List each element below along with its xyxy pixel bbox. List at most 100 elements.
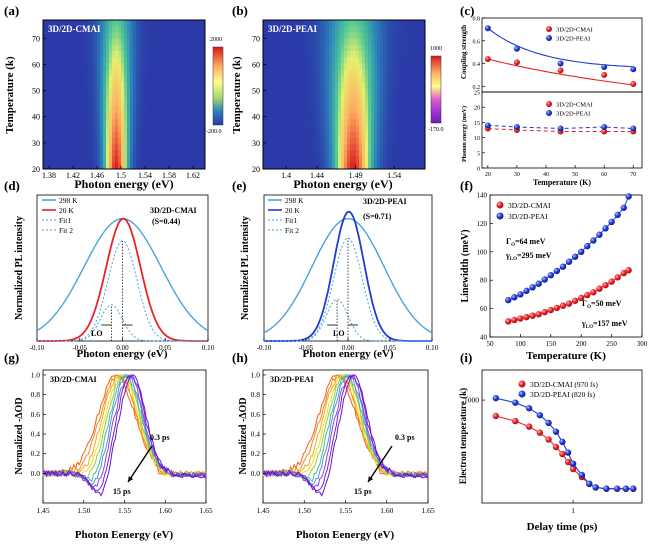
heatmap-cell <box>407 88 411 95</box>
panel-i-frame <box>481 369 643 504</box>
heatmap-cell <box>350 38 354 46</box>
heatmap-cell <box>64 75 68 83</box>
heatmap-cell <box>392 162 396 170</box>
heatmap-cell <box>124 57 128 64</box>
heatmap-cell <box>166 88 170 95</box>
heatmap-cell <box>73 26 77 33</box>
heatmap-cell <box>82 144 86 151</box>
heatmap-cell <box>133 100 137 108</box>
heatmap-cell <box>136 32 140 40</box>
heatmap-cell <box>193 26 197 33</box>
heatmap-cell <box>79 119 83 126</box>
heatmap-cell <box>263 57 267 64</box>
heatmap-cell <box>199 38 203 46</box>
heatmap-cell <box>356 88 360 95</box>
heatmap-cell <box>88 137 92 145</box>
heatmap-cell <box>124 144 128 151</box>
heatmap-cell <box>374 119 378 126</box>
heatmap-cell <box>157 113 161 120</box>
heatmap-cell <box>157 44 161 52</box>
heatmap-cell <box>181 106 185 114</box>
heatmap-cell <box>365 82 369 89</box>
heatmap-cell <box>407 156 411 164</box>
heatmap-cell <box>172 94 176 102</box>
heatmap-cell <box>97 150 101 157</box>
heatmap-cell <box>148 69 152 77</box>
heatmap-cell <box>344 106 348 114</box>
heatmap-cell <box>55 88 59 95</box>
heatmap-cell <box>290 26 294 33</box>
y-tick-label: 0.0 <box>251 469 261 478</box>
heatmap-cell <box>278 20 282 27</box>
heatmap-cell <box>193 75 197 83</box>
heatmap-cell <box>76 44 80 52</box>
heatmap-cell <box>419 75 423 83</box>
heatmap-cell <box>67 20 71 27</box>
heatmap-cell <box>70 38 74 46</box>
heatmap-cell <box>374 162 378 170</box>
heatmap-cell <box>46 113 50 120</box>
heatmap-cell <box>85 63 89 71</box>
heatmap-cell <box>371 125 375 133</box>
heatmap-cell <box>395 106 399 114</box>
heatmap-cell <box>341 113 345 120</box>
heatmap-cell <box>70 63 74 71</box>
heatmap-cell <box>121 119 125 126</box>
heatmap-cell <box>305 38 309 46</box>
heatmap-cell <box>296 162 300 170</box>
heatmap-cell <box>422 137 426 145</box>
heatmap-cell <box>332 131 336 139</box>
heatmap-cell <box>67 69 71 77</box>
heatmap-cell <box>91 69 95 77</box>
heatmap-cell <box>154 38 158 46</box>
heatmap-cell <box>46 162 50 170</box>
heatmap-cell <box>389 162 393 170</box>
heatmap-cell <box>88 125 92 133</box>
heatmap-cell <box>389 119 393 126</box>
heatmap-cell <box>109 82 113 89</box>
heatmap-cell <box>281 131 285 139</box>
heatmap-cell <box>299 88 303 95</box>
heatmap-cell <box>413 20 417 27</box>
heatmap-cell <box>136 20 140 27</box>
heatmap-cell <box>287 144 291 151</box>
y-tick-label: 15 <box>474 121 480 127</box>
heatmap-cell <box>284 26 288 33</box>
heatmap-cell <box>350 113 354 120</box>
heatmap-cell <box>323 20 327 27</box>
heatmap-cell <box>314 88 318 95</box>
heatmap-cell <box>49 125 53 133</box>
heatmap-cell <box>269 57 273 64</box>
heatmap-cell <box>169 131 173 139</box>
heatmap-cell <box>181 94 185 102</box>
heatmap-cell <box>118 32 122 40</box>
heatmap-cell <box>157 131 161 139</box>
heatmap-cell <box>67 150 71 157</box>
heatmap-cell <box>85 137 89 145</box>
heatmap-cell <box>97 20 101 27</box>
heatmap-cell <box>380 94 384 102</box>
heatmap-cell <box>100 131 104 139</box>
heatmap-cell <box>82 150 86 157</box>
heatmap-cell <box>115 32 119 40</box>
heatmap-cell <box>100 26 104 33</box>
heatmap-cell <box>383 26 387 33</box>
legend-marker <box>546 110 552 116</box>
heatmap-cell <box>58 26 62 33</box>
heatmap-cell <box>284 100 288 108</box>
heatmap-cell <box>293 82 297 89</box>
heatmap-cell <box>151 38 155 46</box>
heatmap-cell <box>136 75 140 83</box>
heatmap-cell <box>353 144 357 151</box>
heatmap-cell <box>154 119 158 126</box>
heatmap-cell <box>326 57 330 64</box>
x-tick-label: 1.58 <box>162 171 176 180</box>
heatmap-cell <box>172 51 176 58</box>
heatmap-cell <box>383 32 387 40</box>
heatmap-cell <box>380 69 384 77</box>
heatmap-cell <box>317 125 321 133</box>
data-point <box>513 123 520 130</box>
heatmap-b-xlabel: Photon energy (eV) <box>293 177 392 191</box>
data-point <box>553 304 561 312</box>
heatmap-cell <box>115 144 119 151</box>
